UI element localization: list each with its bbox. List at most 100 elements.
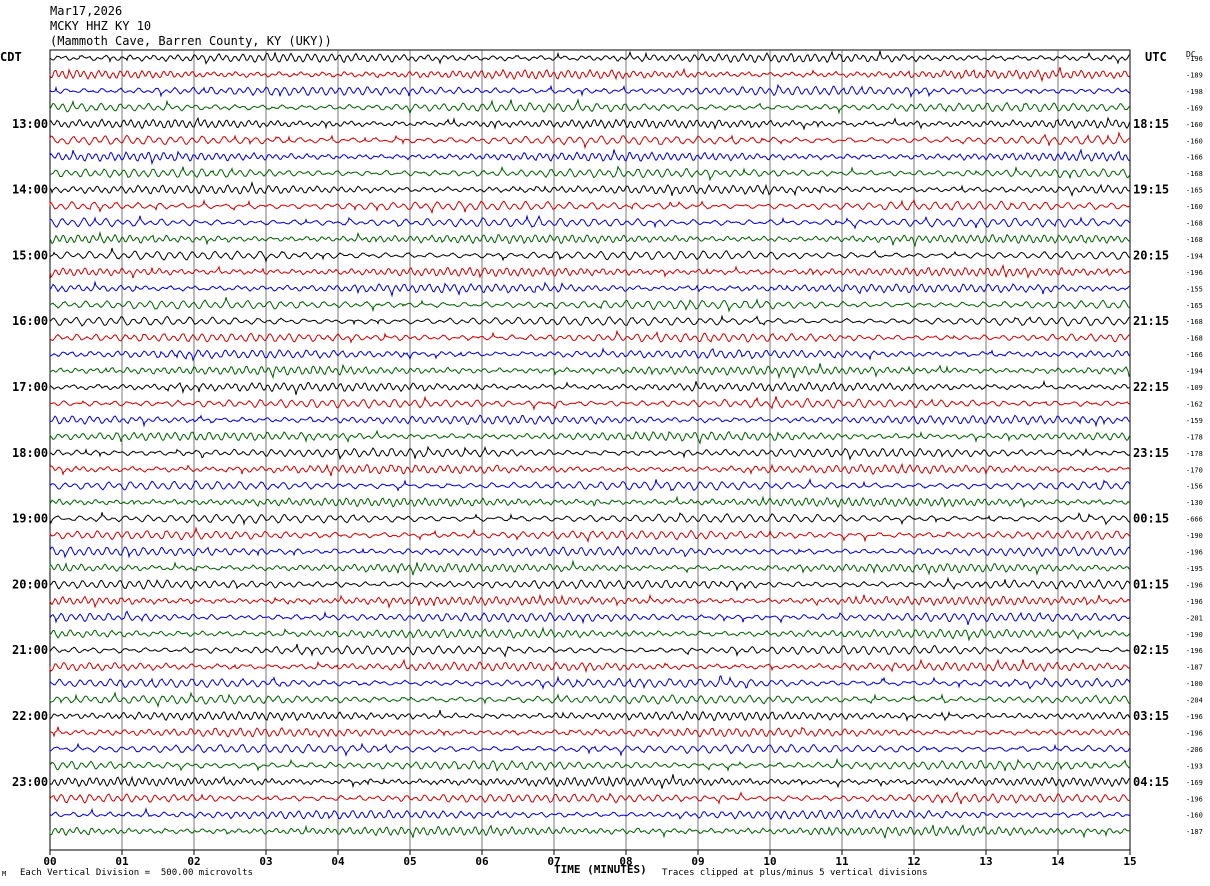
trace-line — [49, 98, 1131, 115]
dc-offset-label: -160 — [1186, 203, 1203, 211]
dc-offset-label: -165 — [1186, 187, 1203, 195]
corner-mark: M — [2, 870, 7, 878]
trace-line — [49, 50, 1131, 65]
dc-offset-label: -194 — [1186, 252, 1203, 260]
x-tick-label: 09 — [691, 855, 704, 868]
dc-offset-label: -170 — [1186, 466, 1203, 474]
dc-offset-label: -160 — [1186, 121, 1203, 129]
dc-offset-label: -187 — [1186, 664, 1203, 672]
trace-line — [49, 709, 1131, 722]
trace-group — [49, 50, 1131, 839]
dc-offset-label: -204 — [1186, 697, 1203, 705]
trace-line — [49, 297, 1131, 313]
dc-offset-label: -198 — [1186, 88, 1203, 96]
dc-offset-label: -160 — [1186, 137, 1203, 145]
trace-line — [49, 478, 1131, 492]
trace-line — [49, 363, 1131, 380]
trace-line — [49, 214, 1131, 230]
dc-offset-label: -196 — [1186, 729, 1203, 737]
dc-offset-label: -168 — [1186, 220, 1203, 228]
trace-line — [49, 495, 1130, 509]
trace-line — [49, 610, 1131, 626]
dc-offset-label: -196 — [1186, 269, 1203, 277]
dc-offset-label: -189 — [1186, 71, 1203, 79]
dc-offset-label: -109 — [1186, 384, 1203, 392]
dc-offset-label: -190 — [1186, 532, 1203, 540]
dc-offset-label: -130 — [1186, 499, 1203, 507]
trace-line — [49, 462, 1131, 477]
x-tick-label: 12 — [907, 855, 920, 868]
left-hour-label: 17:00 — [12, 380, 48, 394]
dc-offset-label: -196 — [1186, 713, 1203, 721]
trace-line — [49, 757, 1131, 773]
x-tick-label: 03 — [259, 855, 272, 868]
x-tick-label: 10 — [763, 855, 776, 868]
trace-line — [49, 263, 1131, 280]
plot-frame — [49, 49, 1131, 851]
right-hour-label: 20:15 — [1133, 248, 1169, 262]
trace-line — [49, 445, 1131, 461]
trace-line — [49, 329, 1131, 344]
station-code: MCKY HHZ KY 10 — [50, 19, 152, 33]
left-hour-label: 21:00 — [12, 643, 48, 657]
dc-offset-label: -194 — [1186, 368, 1203, 376]
trace-line — [49, 180, 1131, 198]
trace-line — [49, 691, 1131, 708]
trace-line — [49, 67, 1131, 83]
trace-line — [49, 643, 1131, 658]
x-tick-label: 07 — [547, 855, 560, 868]
x-tick-label: 14 — [1051, 855, 1065, 868]
right-hour-label: 23:15 — [1133, 446, 1169, 460]
dc-offset-label: -100 — [1186, 680, 1203, 688]
trace-line — [49, 230, 1131, 248]
dc-offset-header: DC — [1186, 50, 1196, 59]
trace-line — [49, 379, 1131, 395]
trace-line — [49, 576, 1131, 592]
trace-line — [49, 198, 1131, 215]
dc-offset-label: -168 — [1186, 318, 1203, 326]
right-hour-label: 18:15 — [1133, 117, 1169, 131]
left-hour-label: 13:00 — [12, 117, 48, 131]
left-timezone-label: CDT — [0, 50, 22, 64]
dc-offset-label: -187 — [1186, 828, 1203, 836]
dc-offset-label: -169 — [1186, 779, 1203, 787]
dc-offset-label: -169 — [1186, 104, 1203, 112]
dc-offset-label: -666 — [1186, 516, 1203, 524]
trace-line — [49, 545, 1131, 559]
dc-offset-label: -155 — [1186, 285, 1203, 293]
scale-note: Each Vertical Division = 500.00 microvol… — [20, 868, 253, 878]
x-tick-label: 15 — [1123, 855, 1136, 868]
trace-line — [49, 395, 1131, 411]
right-hour-label: 22:15 — [1133, 380, 1169, 394]
left-hour-label: 20:00 — [12, 577, 48, 591]
x-tick-label: 06 — [475, 855, 489, 868]
left-hour-label: 14:00 — [12, 183, 48, 197]
trace-line — [49, 742, 1131, 758]
trace-line — [49, 131, 1131, 150]
right-hour-label: 01:15 — [1133, 577, 1169, 591]
trace-line — [49, 626, 1131, 642]
dc-offset-label: -160 — [1186, 812, 1203, 820]
trace-line — [49, 807, 1131, 821]
trace-line — [49, 791, 1131, 805]
x-tick-label: 05 — [403, 855, 416, 868]
trace-line — [49, 347, 1131, 362]
x-tick-label: 13 — [979, 855, 992, 868]
dc-offset-label: -166 — [1186, 154, 1203, 162]
dc-offset-label: -168 — [1186, 170, 1203, 178]
dc-offset-label: -195 — [1186, 565, 1203, 573]
x-tick-label: 04 — [331, 855, 345, 868]
left-hour-label: 19:00 — [12, 512, 48, 526]
dc-offset-label: -178 — [1186, 450, 1203, 458]
trace-line — [49, 675, 1131, 690]
left-hour-label: 18:00 — [12, 446, 48, 460]
trace-line — [49, 116, 1131, 131]
right-timezone-label: UTC — [1145, 50, 1167, 64]
trace-line — [49, 658, 1131, 674]
right-hour-label: 00:15 — [1133, 512, 1169, 526]
clip-note: Traces clipped at plus/minus 5 vertical … — [662, 868, 928, 878]
dc-offset-label: -196 — [1186, 598, 1203, 606]
x-axis-title: TIME (MINUTES) — [554, 863, 647, 876]
dc-offset-label: -196 — [1186, 795, 1203, 803]
